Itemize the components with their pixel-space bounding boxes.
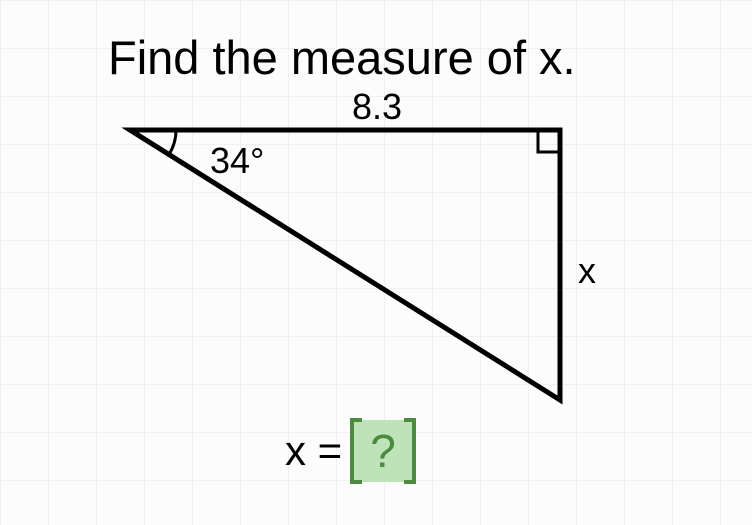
answer-lhs: x =: [285, 427, 342, 475]
answer-placeholder: ?: [370, 424, 396, 478]
answer-row: x = ?: [285, 420, 414, 482]
triangle-shape: [130, 130, 560, 400]
answer-box[interactable]: ?: [352, 420, 414, 482]
angle-label: 34°: [210, 140, 264, 182]
top-side-label: 8.3: [352, 86, 402, 128]
bracket-right-icon: [404, 418, 416, 484]
angle-arc-icon: [169, 130, 176, 154]
right-side-label: x: [578, 250, 596, 292]
right-angle-marker-icon: [538, 133, 558, 153]
bracket-left-icon: [350, 418, 362, 484]
